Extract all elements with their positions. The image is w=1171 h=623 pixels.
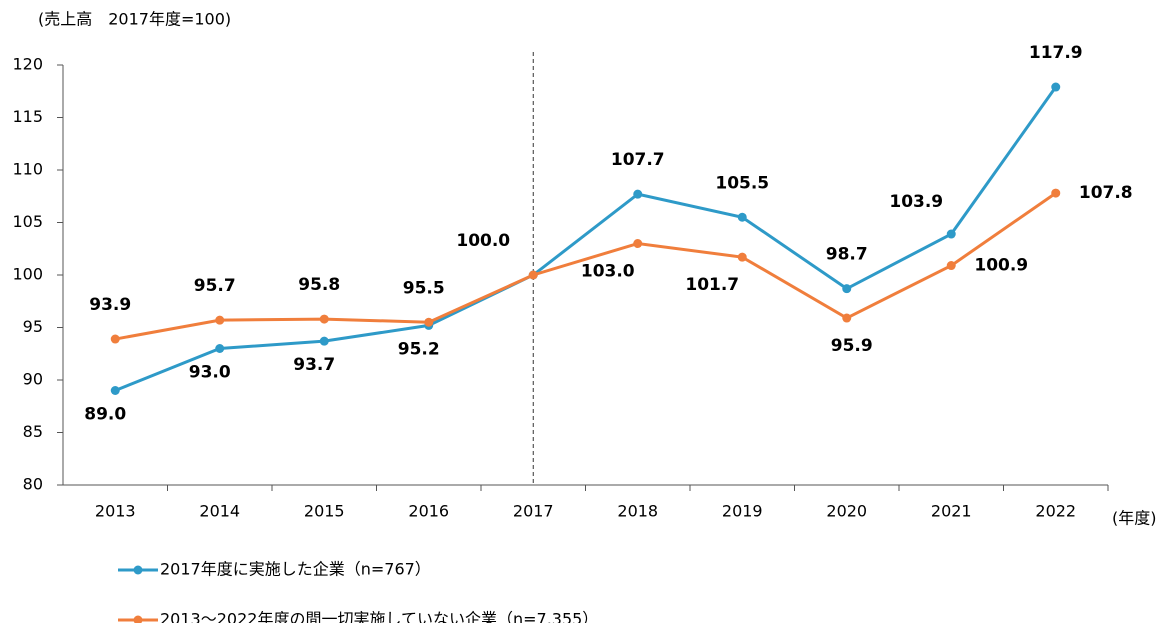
data-point (110, 334, 120, 344)
data-label: 98.7 (826, 245, 868, 265)
data-label: 95.9 (831, 336, 873, 356)
y-tick-label: 90 (23, 370, 43, 389)
data-point (215, 315, 225, 325)
data-label: 93.9 (89, 295, 131, 315)
data-point (319, 314, 329, 324)
data-point (110, 386, 120, 395)
data-point (737, 212, 747, 222)
data-point (1051, 82, 1061, 92)
data-label: 100.0 (456, 231, 510, 251)
x-tick-label: 2019 (722, 502, 763, 521)
data-point (633, 239, 643, 248)
y-tick-label: 110 (12, 160, 43, 179)
x-tick-label: 2018 (617, 502, 658, 521)
data-point (633, 189, 643, 199)
data-point (946, 261, 956, 271)
data-point (842, 313, 852, 323)
data-point (842, 284, 852, 294)
y-tick-label: 95 (23, 317, 43, 336)
data-label: 103.9 (889, 192, 943, 212)
data-label: 95.2 (398, 339, 440, 359)
data-label: 107.8 (1079, 183, 1133, 203)
data-label: 93.0 (189, 363, 231, 383)
data-label: 117.9 (1029, 43, 1083, 63)
data-label: 100.9 (974, 256, 1028, 276)
y-tick-label: 100 (12, 265, 43, 284)
x-tick-label: 2022 (1035, 502, 1076, 521)
y-tick-label: 105 (12, 212, 43, 231)
data-point (1051, 188, 1061, 198)
data-point (737, 252, 747, 262)
x-tick-label: 2016 (408, 502, 449, 521)
y-tick-label: 85 (23, 422, 43, 441)
data-label: 103.0 (581, 262, 635, 282)
legend-marker (133, 565, 143, 575)
x-tick-label: 2014 (199, 502, 240, 521)
x-tick-label: 2021 (931, 502, 972, 521)
legend-label: 2017年度に実施した企業（n=767） (160, 560, 431, 579)
data-label: 105.5 (715, 173, 769, 193)
data-label: 101.7 (685, 275, 739, 295)
x-tick-label: 2017 (513, 502, 554, 521)
data-label: 93.7 (293, 355, 335, 375)
data-label: 95.8 (298, 275, 340, 295)
data-point (215, 344, 225, 353)
x-axis-unit: (年度) (1112, 509, 1157, 528)
data-point (528, 270, 538, 280)
data-label: 95.5 (403, 278, 445, 298)
legend-marker (133, 615, 143, 623)
y-tick-label: 115 (12, 107, 43, 126)
data-point (946, 229, 956, 239)
x-tick-label: 2013 (95, 502, 136, 521)
legend-label: 2013～2022年度の間一切実施していない企業（n=7,355） (160, 610, 598, 623)
x-tick-label: 2015 (304, 502, 345, 521)
y-tick-label: 120 (12, 55, 43, 74)
data-label: 95.7 (194, 276, 236, 296)
y-tick-label: 80 (23, 475, 43, 494)
data-label: 107.7 (611, 150, 665, 170)
y-axis-title: (売上高 2017年度=100) (38, 10, 231, 29)
x-tick-label: 2020 (826, 502, 867, 521)
data-label: 89.0 (84, 405, 126, 425)
series-line (114, 86, 1057, 392)
series-line (114, 191, 1057, 341)
data-point (424, 317, 434, 327)
data-point (319, 336, 329, 346)
